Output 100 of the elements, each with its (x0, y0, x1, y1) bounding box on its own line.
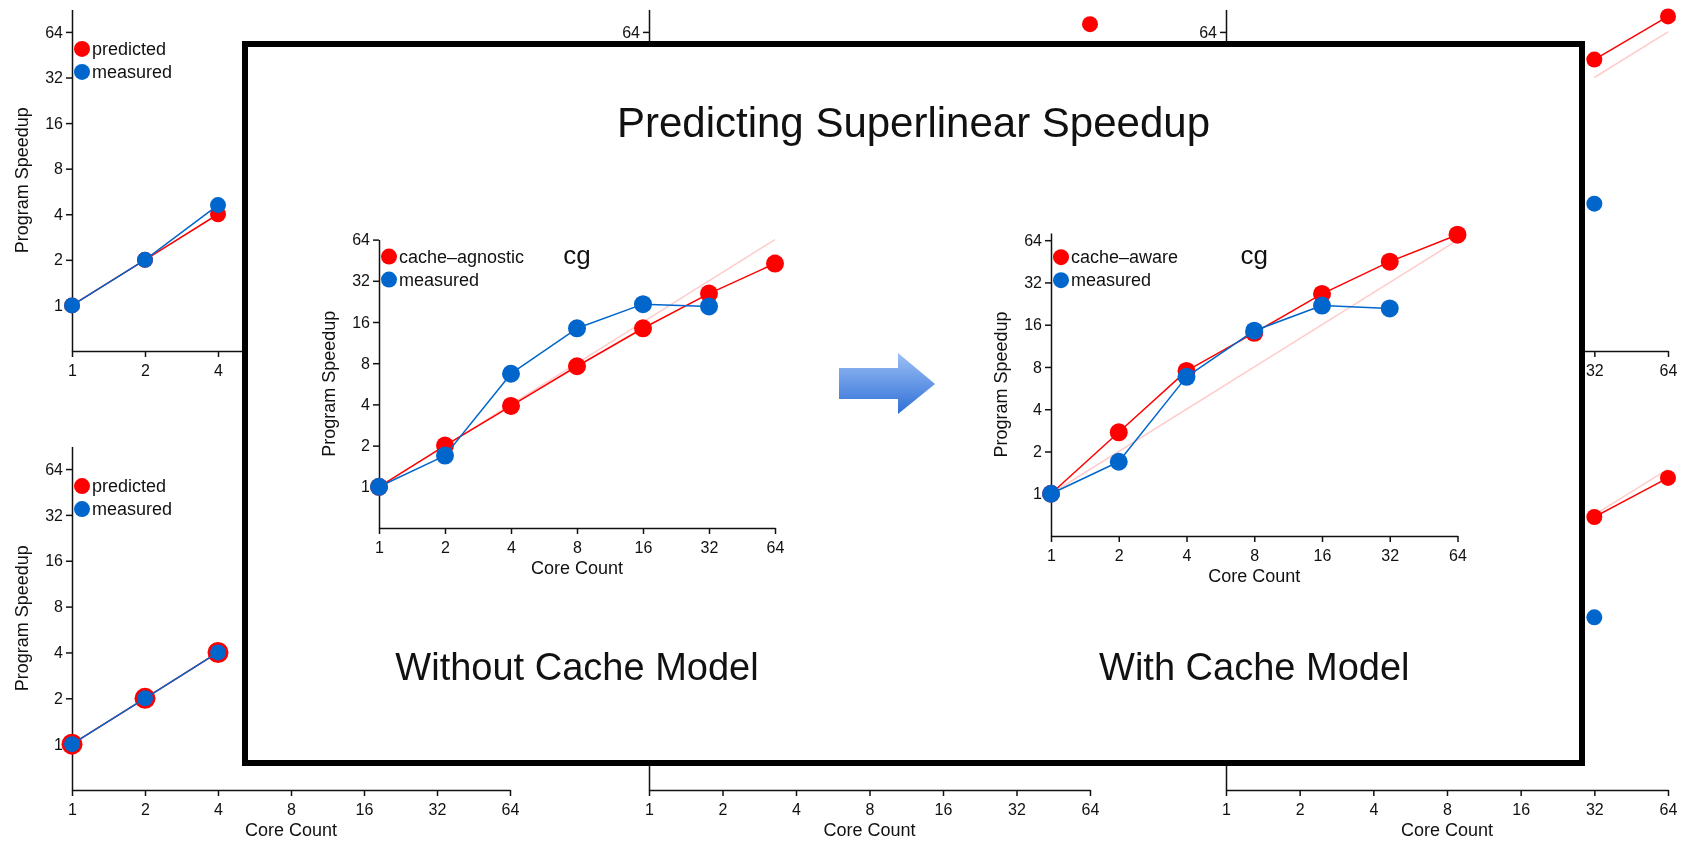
x-tick-label: 32 (428, 801, 447, 818)
y-tick-label: 64 (45, 23, 64, 41)
x-axis-title: Core Count (1208, 566, 1301, 586)
y-tick-label: 1 (54, 297, 64, 315)
point (1109, 423, 1128, 442)
x-tick-label: 16 (1313, 547, 1332, 564)
x-tick-label: 8 (287, 801, 297, 818)
x-tick-label: 2 (1114, 547, 1124, 564)
x-tick-label: 64 (1081, 801, 1100, 818)
x-tick-label: 64 (1659, 801, 1678, 818)
x-tick-label: 4 (1182, 547, 1192, 564)
x-tick-label: 8 (573, 539, 583, 556)
point (568, 319, 586, 338)
legend-label: cache–aware (1071, 247, 1179, 268)
text: 64 (1199, 24, 1218, 41)
y-tick-label: 32 (1024, 274, 1043, 292)
annotation: Without Cache Model (395, 646, 759, 688)
x-tick-label: 1 (645, 801, 655, 818)
point (502, 396, 520, 415)
x-tick-label: 8 (1250, 547, 1260, 564)
text: 64 (622, 24, 641, 41)
y-tick-label: 32 (352, 272, 371, 290)
y-tick-label: 2 (54, 689, 64, 707)
y-tick-label: 4 (54, 205, 64, 223)
point (1380, 299, 1399, 318)
point (766, 254, 784, 273)
y-tick-label: 16 (45, 114, 64, 132)
y-tick-label: 4 (361, 396, 371, 414)
y-tick-label: 1 (1033, 485, 1043, 503)
y-tick-label: 32 (45, 506, 64, 524)
legend-label: cache–agnostic (399, 246, 525, 267)
y-axis-title: Program Speedup (991, 311, 1011, 458)
x-tick-label: 2 (718, 801, 728, 818)
x-tick-label: 32 (1585, 801, 1604, 818)
point (1380, 252, 1399, 271)
text: Predicting Superlinear Speedup (616, 99, 1211, 146)
x-tick-label: 64 (1659, 362, 1678, 379)
x-axis-title: Core Count (244, 820, 338, 840)
y-axis-title: Program Speedup (12, 107, 32, 254)
legend-label: measured (92, 61, 173, 82)
legend-label: measured (92, 499, 173, 520)
y-tick-label: 2 (54, 251, 64, 269)
x-tick-label: 32 (700, 539, 719, 556)
legend-label: predicted (92, 476, 167, 497)
legend-label: predicted (92, 38, 167, 59)
x-axis-title: Core Count (1400, 820, 1494, 840)
x-tick-label: 64 (1449, 547, 1467, 564)
x-tick-label: 4 (214, 362, 224, 379)
x-tick-label: 64 (501, 801, 520, 818)
point (502, 364, 520, 383)
annotation: With Cache Model (1099, 646, 1410, 688)
y-tick-label: 16 (352, 313, 371, 331)
y-tick-label: 64 (45, 460, 64, 478)
x-tick-label: 4 (1369, 801, 1379, 818)
x-tick-label: 1 (1047, 547, 1057, 564)
x-tick-label: 32 (1585, 362, 1604, 379)
point (634, 319, 652, 338)
x-tick-label: 2 (141, 362, 151, 379)
y-tick-label: 64 (352, 231, 371, 249)
point (1109, 452, 1128, 471)
point (700, 297, 718, 316)
y-tick-label: 32 (45, 69, 64, 87)
x-tick-label: 4 (507, 539, 517, 556)
y-axis-title: Program Speedup (12, 545, 32, 692)
x-tick-label: 16 (1512, 801, 1531, 818)
y-tick-label: 2 (1033, 443, 1043, 461)
y-tick-label: 64 (1024, 231, 1043, 249)
y-tick-label: 4 (54, 644, 64, 662)
x-tick-label: 64 (766, 539, 785, 556)
chart-title: cg (1240, 240, 1268, 271)
x-tick-label: 32 (1008, 801, 1026, 818)
x-tick-label: 16 (634, 539, 653, 556)
point (1448, 225, 1467, 244)
y-tick-label: 8 (54, 160, 64, 178)
x-axis-title: Core Count (823, 820, 916, 840)
x-tick-label: 8 (865, 801, 875, 818)
chart-title: cg (563, 239, 591, 270)
point (1177, 367, 1196, 386)
point (210, 197, 226, 214)
x-tick-label: 2 (441, 539, 451, 556)
x-tick-label: 32 (1381, 547, 1400, 564)
x-tick-label: 1 (1222, 801, 1232, 818)
y-tick-label: 1 (54, 735, 64, 753)
legend-label: measured (1071, 270, 1152, 291)
y-tick-label: 16 (1024, 316, 1043, 334)
y-tick-label: 1 (361, 478, 371, 496)
x-tick-label: 2 (1295, 801, 1305, 818)
x-tick-label: 8 (1443, 801, 1453, 818)
y-tick-label: 4 (1033, 400, 1043, 418)
y-axis-title: Program Speedup (319, 310, 339, 457)
x-tick-label: 1 (375, 539, 385, 556)
point (1313, 296, 1331, 315)
x-tick-label: 1 (68, 362, 78, 379)
x-tick-label: 2 (141, 801, 151, 818)
legend-label: measured (399, 269, 480, 290)
y-tick-label: 2 (361, 437, 371, 455)
x-tick-label: 4 (214, 801, 224, 818)
y-tick-label: 8 (54, 598, 64, 616)
x-tick-label: 4 (792, 801, 802, 818)
x-tick-label: 1 (68, 801, 78, 818)
